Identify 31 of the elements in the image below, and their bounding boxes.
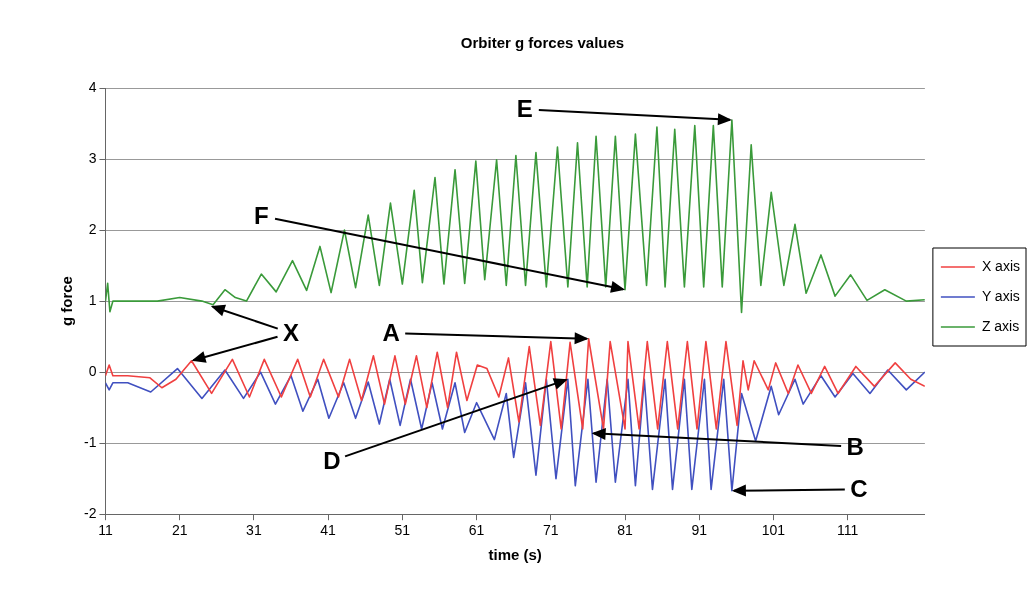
x-tick-label: 111 — [837, 522, 859, 539]
x-tick-label: 71 — [543, 522, 559, 539]
annotation: C — [850, 475, 868, 503]
x-axis-title: time (s) — [488, 546, 542, 564]
x-tick-label: 31 — [246, 522, 262, 539]
y-tick-label: 4 — [88, 78, 97, 95]
y-tick-label: 1 — [88, 291, 97, 308]
annotation: B — [846, 432, 864, 460]
y-tick-label: 0 — [88, 362, 97, 379]
x-tick-label: 81 — [617, 522, 634, 539]
annotation: X — [283, 319, 300, 347]
annotation: F — [253, 201, 269, 229]
annotation: E — [516, 95, 533, 123]
y-tick-label: -2 — [84, 505, 97, 522]
x-tick-label: 91 — [691, 522, 708, 539]
legend-label: X axis — [981, 257, 1020, 274]
annotation: D — [323, 446, 341, 474]
x-tick-label: 11 — [98, 522, 113, 539]
legend-label: Y axis — [981, 287, 1020, 304]
y-tick-label: 2 — [88, 220, 97, 237]
x-tick-label: 21 — [171, 522, 188, 539]
x-tick-label: 61 — [468, 522, 485, 539]
annotation: A — [382, 319, 400, 347]
y-tick-label: 3 — [88, 149, 97, 166]
y-axis-title: g force — [58, 276, 76, 327]
legend-label: Z axis — [981, 317, 1020, 334]
x-tick-label: 41 — [320, 522, 337, 539]
chart-title: Orbiter g forces values — [460, 34, 625, 52]
x-tick-label: 101 — [761, 522, 786, 539]
y-tick-label: -1 — [84, 434, 97, 451]
x-tick-label: 51 — [394, 522, 411, 539]
